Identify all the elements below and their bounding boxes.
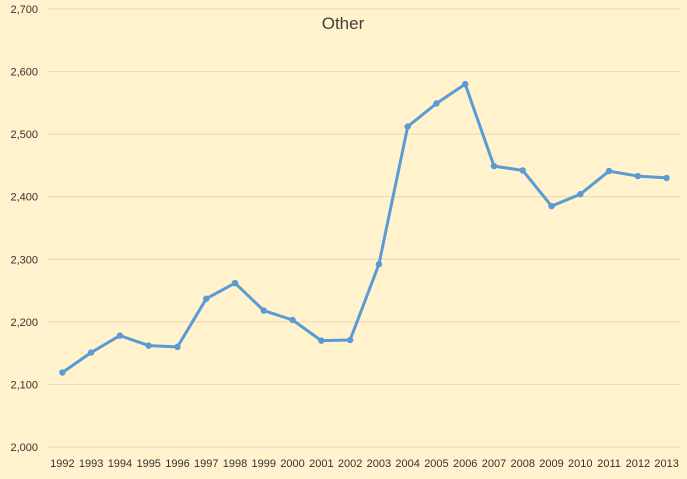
x-tick-label: 2013 xyxy=(654,458,678,470)
chart-title: Other xyxy=(322,14,365,33)
y-tick-label: 2,700 xyxy=(10,4,38,16)
y-tick-label: 2,500 xyxy=(10,129,38,141)
x-tick-label: 2006 xyxy=(453,458,477,470)
data-point-2003 xyxy=(375,261,383,268)
data-point-2008 xyxy=(519,167,526,174)
data-point-1998 xyxy=(231,279,239,287)
series-line xyxy=(61,82,667,374)
data-point-2000 xyxy=(289,316,296,324)
x-tick-label: 2003 xyxy=(367,458,391,470)
x-tick-label: 1993 xyxy=(79,458,103,470)
x-tick-label: 2008 xyxy=(511,458,535,470)
x-tick-label: 2001 xyxy=(309,458,333,470)
x-tick-label: 2000 xyxy=(280,458,304,470)
data-point-2007 xyxy=(490,162,498,170)
data-points xyxy=(59,80,670,376)
y-tick-label: 2,000 xyxy=(10,442,38,454)
x-tick-label: 2007 xyxy=(482,458,506,470)
x-tick-label: 1998 xyxy=(223,458,247,470)
data-point-1994 xyxy=(116,332,124,339)
data-point-2004 xyxy=(404,123,411,130)
y-tick-label: 2,600 xyxy=(10,67,38,79)
data-point-1997 xyxy=(203,295,210,302)
y-tick-label: 2,100 xyxy=(10,379,38,391)
x-tick-label: 1997 xyxy=(194,458,218,470)
data-point-2006 xyxy=(462,80,469,88)
x-tick-label: 1992 xyxy=(50,458,74,470)
data-point-1999 xyxy=(260,307,267,314)
x-tick-label: 1996 xyxy=(165,458,189,470)
x-tick-label: 2004 xyxy=(395,458,419,470)
data-point-1996 xyxy=(174,343,181,351)
y-tick-label: 2,200 xyxy=(10,317,38,329)
data-point-2013 xyxy=(663,174,670,182)
data-point-2010 xyxy=(577,191,584,198)
y-axis-tick-labels: 2,000 2,100 2,200 2,300 2,400 2,500 2,600 2,700 xyxy=(10,4,38,454)
x-tick-label: 2002 xyxy=(338,458,362,470)
data-point-2012 xyxy=(634,172,642,180)
gridlines xyxy=(48,8,681,448)
data-point-1992 xyxy=(59,369,66,376)
x-tick-label: 2011 xyxy=(597,458,621,470)
y-tick-label: 2,400 xyxy=(10,192,38,204)
x-tick-label: 2009 xyxy=(539,458,563,470)
x-tick-label: 1999 xyxy=(252,458,276,470)
data-point-1993 xyxy=(87,349,95,356)
data-point-2001 xyxy=(318,337,325,344)
x-tick-label: 1994 xyxy=(108,458,132,470)
x-tick-label: 2012 xyxy=(626,458,650,470)
x-axis-tick-labels: 1992 1993 1994 1995 1996 1997 1998 1999 2000 2001… xyxy=(50,458,679,470)
data-point-2011 xyxy=(605,167,613,175)
data-point-1995 xyxy=(145,342,152,349)
data-point-2009 xyxy=(548,202,555,210)
data-point-2002 xyxy=(346,336,354,344)
x-tick-label: 2010 xyxy=(568,458,592,470)
x-tick-label: 1995 xyxy=(136,458,160,470)
y-tick-label: 2,300 xyxy=(10,254,38,266)
x-tick-label: 2005 xyxy=(424,458,448,470)
data-point-2005 xyxy=(433,100,440,107)
